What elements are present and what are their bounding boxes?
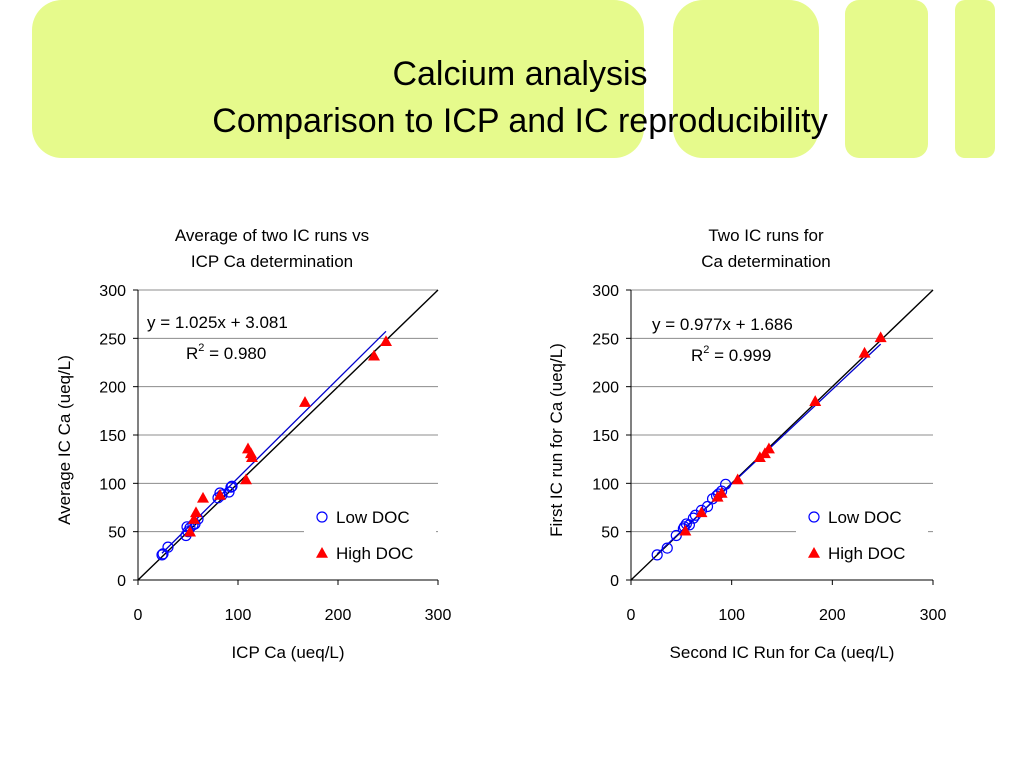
x-tick-label: 100 — [718, 607, 745, 624]
y-tick-label: 100 — [592, 476, 619, 493]
data-point-low-doc — [670, 529, 682, 542]
data-point-low-doc — [661, 542, 673, 554]
legend-marker-high-doc — [808, 547, 820, 558]
slide-subtitle: Comparison to ICP and IC reproducibility — [212, 102, 828, 140]
data-point-low-doc — [687, 512, 700, 524]
x-tick-label: 300 — [425, 607, 452, 624]
data-point-high-doc — [188, 513, 200, 524]
r-squared-value: = 0.999 — [709, 346, 771, 365]
legend-label: High DOC — [828, 544, 905, 563]
decorative-tab-1 — [673, 0, 819, 158]
chart-title: Two IC runs for — [708, 226, 824, 245]
data-point-high-doc — [809, 395, 822, 406]
r-squared-superscript: 2 — [198, 342, 204, 354]
data-point-high-doc — [214, 488, 226, 500]
legend-marker-low-doc — [316, 511, 328, 523]
data-point-high-doc — [184, 525, 196, 537]
r-squared-superscript: 2 — [703, 344, 709, 356]
y-tick-label: 250 — [592, 331, 619, 348]
x-tick-label: 200 — [819, 607, 846, 624]
decorative-tab-3 — [955, 0, 995, 158]
x-tick-label: 100 — [225, 607, 252, 624]
y-tick-label: 50 — [601, 525, 619, 542]
data-point-high-doc — [368, 349, 380, 361]
y-tick-label: 150 — [99, 428, 126, 445]
slide-title: Calcium analysis — [392, 55, 648, 93]
data-point-low-doc — [701, 500, 714, 513]
legend-label: Low DOC — [336, 508, 410, 527]
regression-equation: y = 1.025x + 3.081 — [147, 313, 288, 332]
r-squared-label: R2 = 0.980 — [186, 342, 266, 363]
y-tick-label: 300 — [99, 283, 126, 300]
data-point-high-doc — [380, 335, 392, 347]
chart-2: Two IC runs for Ca determination 0 50 100 150… — [547, 226, 946, 662]
data-point-high-doc — [731, 473, 744, 485]
data-point-high-doc — [715, 487, 728, 498]
title-banner — [32, 0, 644, 158]
x-axis-label: Second IC Run for Ca (ueq/L) — [670, 643, 895, 662]
y-tick-label: 300 — [592, 283, 619, 300]
y-tick-label: 200 — [99, 380, 126, 397]
x-tick-label: 0 — [627, 607, 636, 624]
data-point-high-doc — [246, 451, 258, 463]
legend-marker-low-doc — [808, 511, 820, 523]
y-tick-label: 200 — [592, 380, 619, 397]
x-tick-label: 0 — [134, 607, 143, 624]
decorative-tab-2 — [845, 0, 928, 158]
data-point-high-doc — [695, 506, 708, 518]
x-tick-label: 200 — [325, 607, 352, 624]
data-point-high-doc — [197, 491, 209, 503]
y-tick-label: 0 — [610, 573, 619, 590]
y-axis-label: First IC run for Ca (ueq/L) — [547, 343, 566, 537]
regression-equation: y = 0.977x + 1.686 — [652, 315, 793, 334]
data-point-high-doc — [299, 396, 311, 407]
chart-title-line-2: Ca determination — [701, 252, 830, 271]
chart-1: Average of two IC runs vs ICP Ca determin… — [55, 226, 451, 662]
y-tick-label: 150 — [592, 428, 619, 445]
y-tick-label: 250 — [99, 331, 126, 348]
data-point-low-doc — [226, 480, 238, 492]
y-tick-label: 100 — [99, 476, 126, 493]
legend-label: Low DOC — [828, 508, 902, 527]
legend-marker-high-doc — [316, 547, 328, 558]
chart-legend: Low DOC High DOC — [796, 499, 928, 569]
data-point-high-doc — [762, 442, 775, 454]
r-squared-label: R2 = 0.999 — [691, 344, 771, 365]
data-point-low-doc — [720, 478, 732, 490]
data-point-high-doc — [190, 506, 202, 518]
data-point-low-doc — [156, 549, 168, 561]
x-tick-label: 300 — [920, 607, 947, 624]
data-point-high-doc — [679, 524, 692, 536]
data-point-high-doc — [858, 346, 871, 358]
data-point-low-doc — [162, 541, 174, 553]
r-squared-prefix: R — [691, 346, 703, 365]
legend-label: High DOC — [336, 544, 413, 563]
y-tick-label: 50 — [108, 525, 126, 542]
chart-legend: Low DOC High DOC — [304, 499, 436, 569]
data-point-high-doc — [874, 331, 887, 343]
data-point-low-doc — [223, 486, 235, 498]
r-squared-prefix: R — [186, 344, 198, 363]
data-point-high-doc — [240, 473, 252, 485]
y-axis-label: Average IC Ca (ueq/L) — [55, 355, 74, 525]
r-squared-value: = 0.980 — [204, 344, 266, 363]
data-point-low-doc — [683, 519, 695, 531]
chart-title-line-2: ICP Ca determination — [191, 252, 353, 271]
data-point-low-doc — [225, 481, 237, 493]
data-point-low-doc — [651, 549, 663, 561]
y-tick-label: 0 — [117, 573, 126, 590]
x-axis-label: ICP Ca (ueq/L) — [231, 643, 344, 662]
chart-title: Average of two IC runs vs — [175, 226, 369, 245]
